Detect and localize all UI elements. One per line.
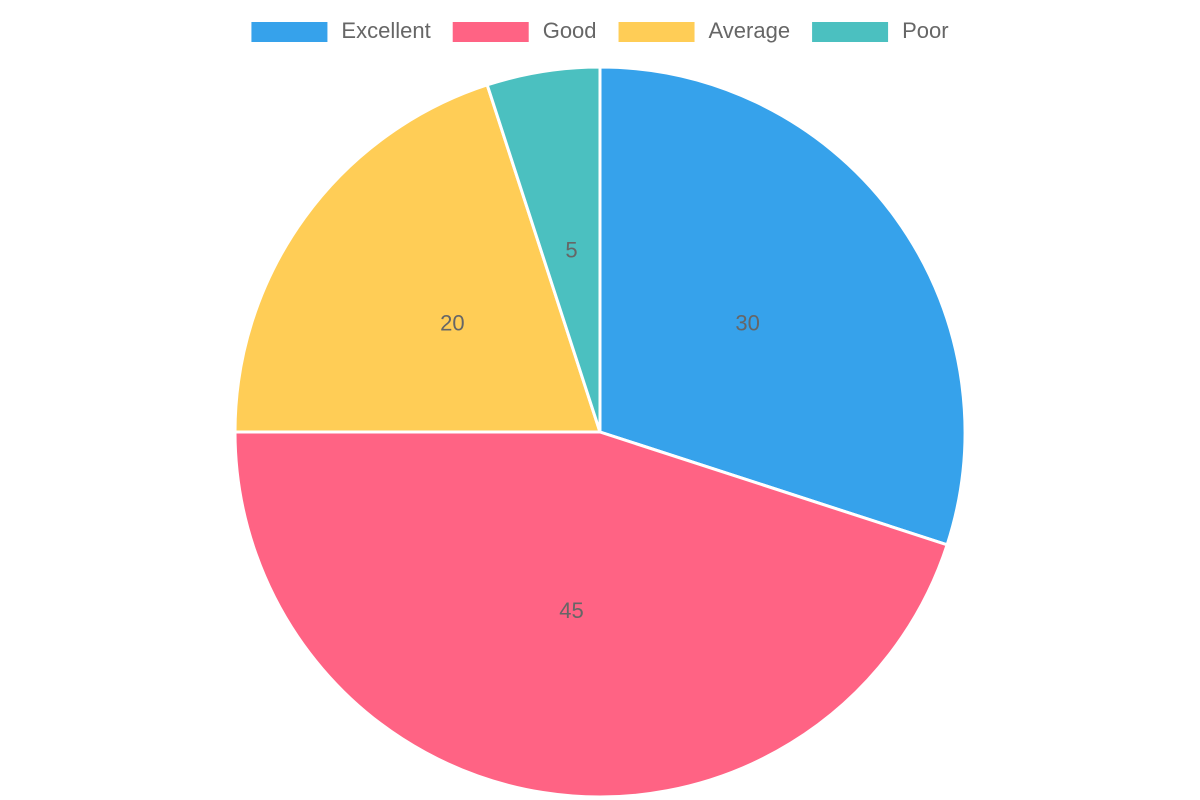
legend-swatch bbox=[812, 22, 889, 42]
pie-slice bbox=[233, 82, 603, 434]
value-label: 20 bbox=[440, 311, 464, 336]
legend-label: Poor bbox=[902, 18, 948, 43]
value-label: 5 bbox=[565, 238, 577, 263]
pie-slice bbox=[485, 65, 602, 433]
legend-swatch bbox=[251, 22, 328, 42]
value-label: 45 bbox=[559, 598, 583, 623]
pie bbox=[233, 65, 967, 799]
legend-swatch bbox=[452, 22, 529, 42]
legend: Excellent Good Average Poor bbox=[251, 18, 949, 43]
legend-swatch bbox=[618, 22, 695, 42]
pie-slice bbox=[233, 430, 950, 799]
value-labels: 30 45 20 5 bbox=[440, 238, 760, 624]
legend-label: Excellent bbox=[341, 18, 430, 43]
legend-label: Average bbox=[709, 18, 791, 43]
value-label: 30 bbox=[735, 311, 759, 336]
legend-label: Good bbox=[543, 18, 597, 43]
pie-slice bbox=[598, 65, 967, 547]
